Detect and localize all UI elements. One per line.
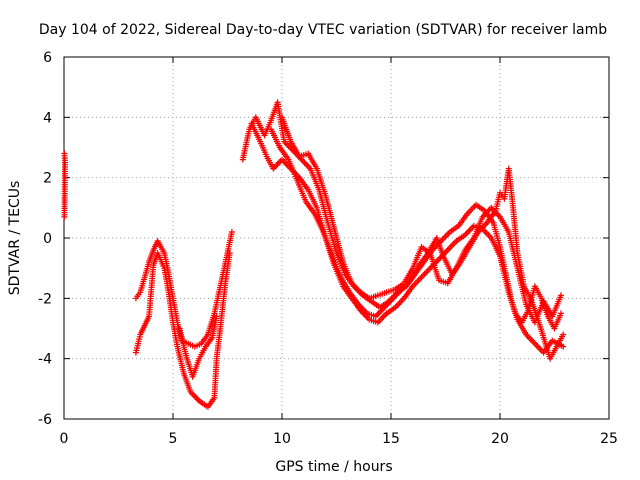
axis-ticks: 0 5 10 15 20 25 -6 -4 -2 0 2 4 6 bbox=[38, 50, 618, 447]
y-tick-label: -6 bbox=[38, 412, 52, 428]
series-arc-b-4 bbox=[279, 114, 564, 326]
y-tick-label: 4 bbox=[43, 110, 52, 126]
x-axis-label: GPS time / hours bbox=[275, 459, 392, 475]
series-arc-a-lower bbox=[132, 250, 233, 410]
x-tick-label: 20 bbox=[491, 431, 509, 447]
y-axis-label: SDTVAR / TECUs bbox=[7, 181, 23, 296]
y-tick-label: 0 bbox=[43, 231, 52, 247]
data-point bbox=[558, 292, 564, 299]
y-tick-label: -2 bbox=[38, 291, 52, 307]
series-arc-a-mid bbox=[176, 313, 220, 380]
x-tick-label: 5 bbox=[169, 431, 178, 447]
data-point bbox=[213, 313, 220, 320]
data-point bbox=[228, 229, 235, 235]
x-tick-label: 0 bbox=[60, 431, 69, 447]
data-point bbox=[226, 250, 233, 257]
series-arc-a-upper bbox=[132, 229, 235, 350]
data-point bbox=[560, 331, 567, 338]
data-point bbox=[560, 343, 567, 350]
y-tick-label: -4 bbox=[38, 352, 52, 368]
series-early bbox=[61, 150, 69, 220]
y-tick-label: 6 bbox=[43, 50, 52, 66]
data-point bbox=[558, 310, 564, 317]
x-tick-label: 10 bbox=[273, 431, 291, 447]
chart-title: Day 104 of 2022, Sidereal Day-to-day VTE… bbox=[39, 22, 607, 38]
x-tick-label: 15 bbox=[382, 431, 400, 447]
y-tick-label: 2 bbox=[43, 171, 52, 187]
data-point bbox=[61, 213, 68, 220]
x-tick-label: 25 bbox=[600, 431, 618, 447]
data-points bbox=[61, 99, 567, 410]
